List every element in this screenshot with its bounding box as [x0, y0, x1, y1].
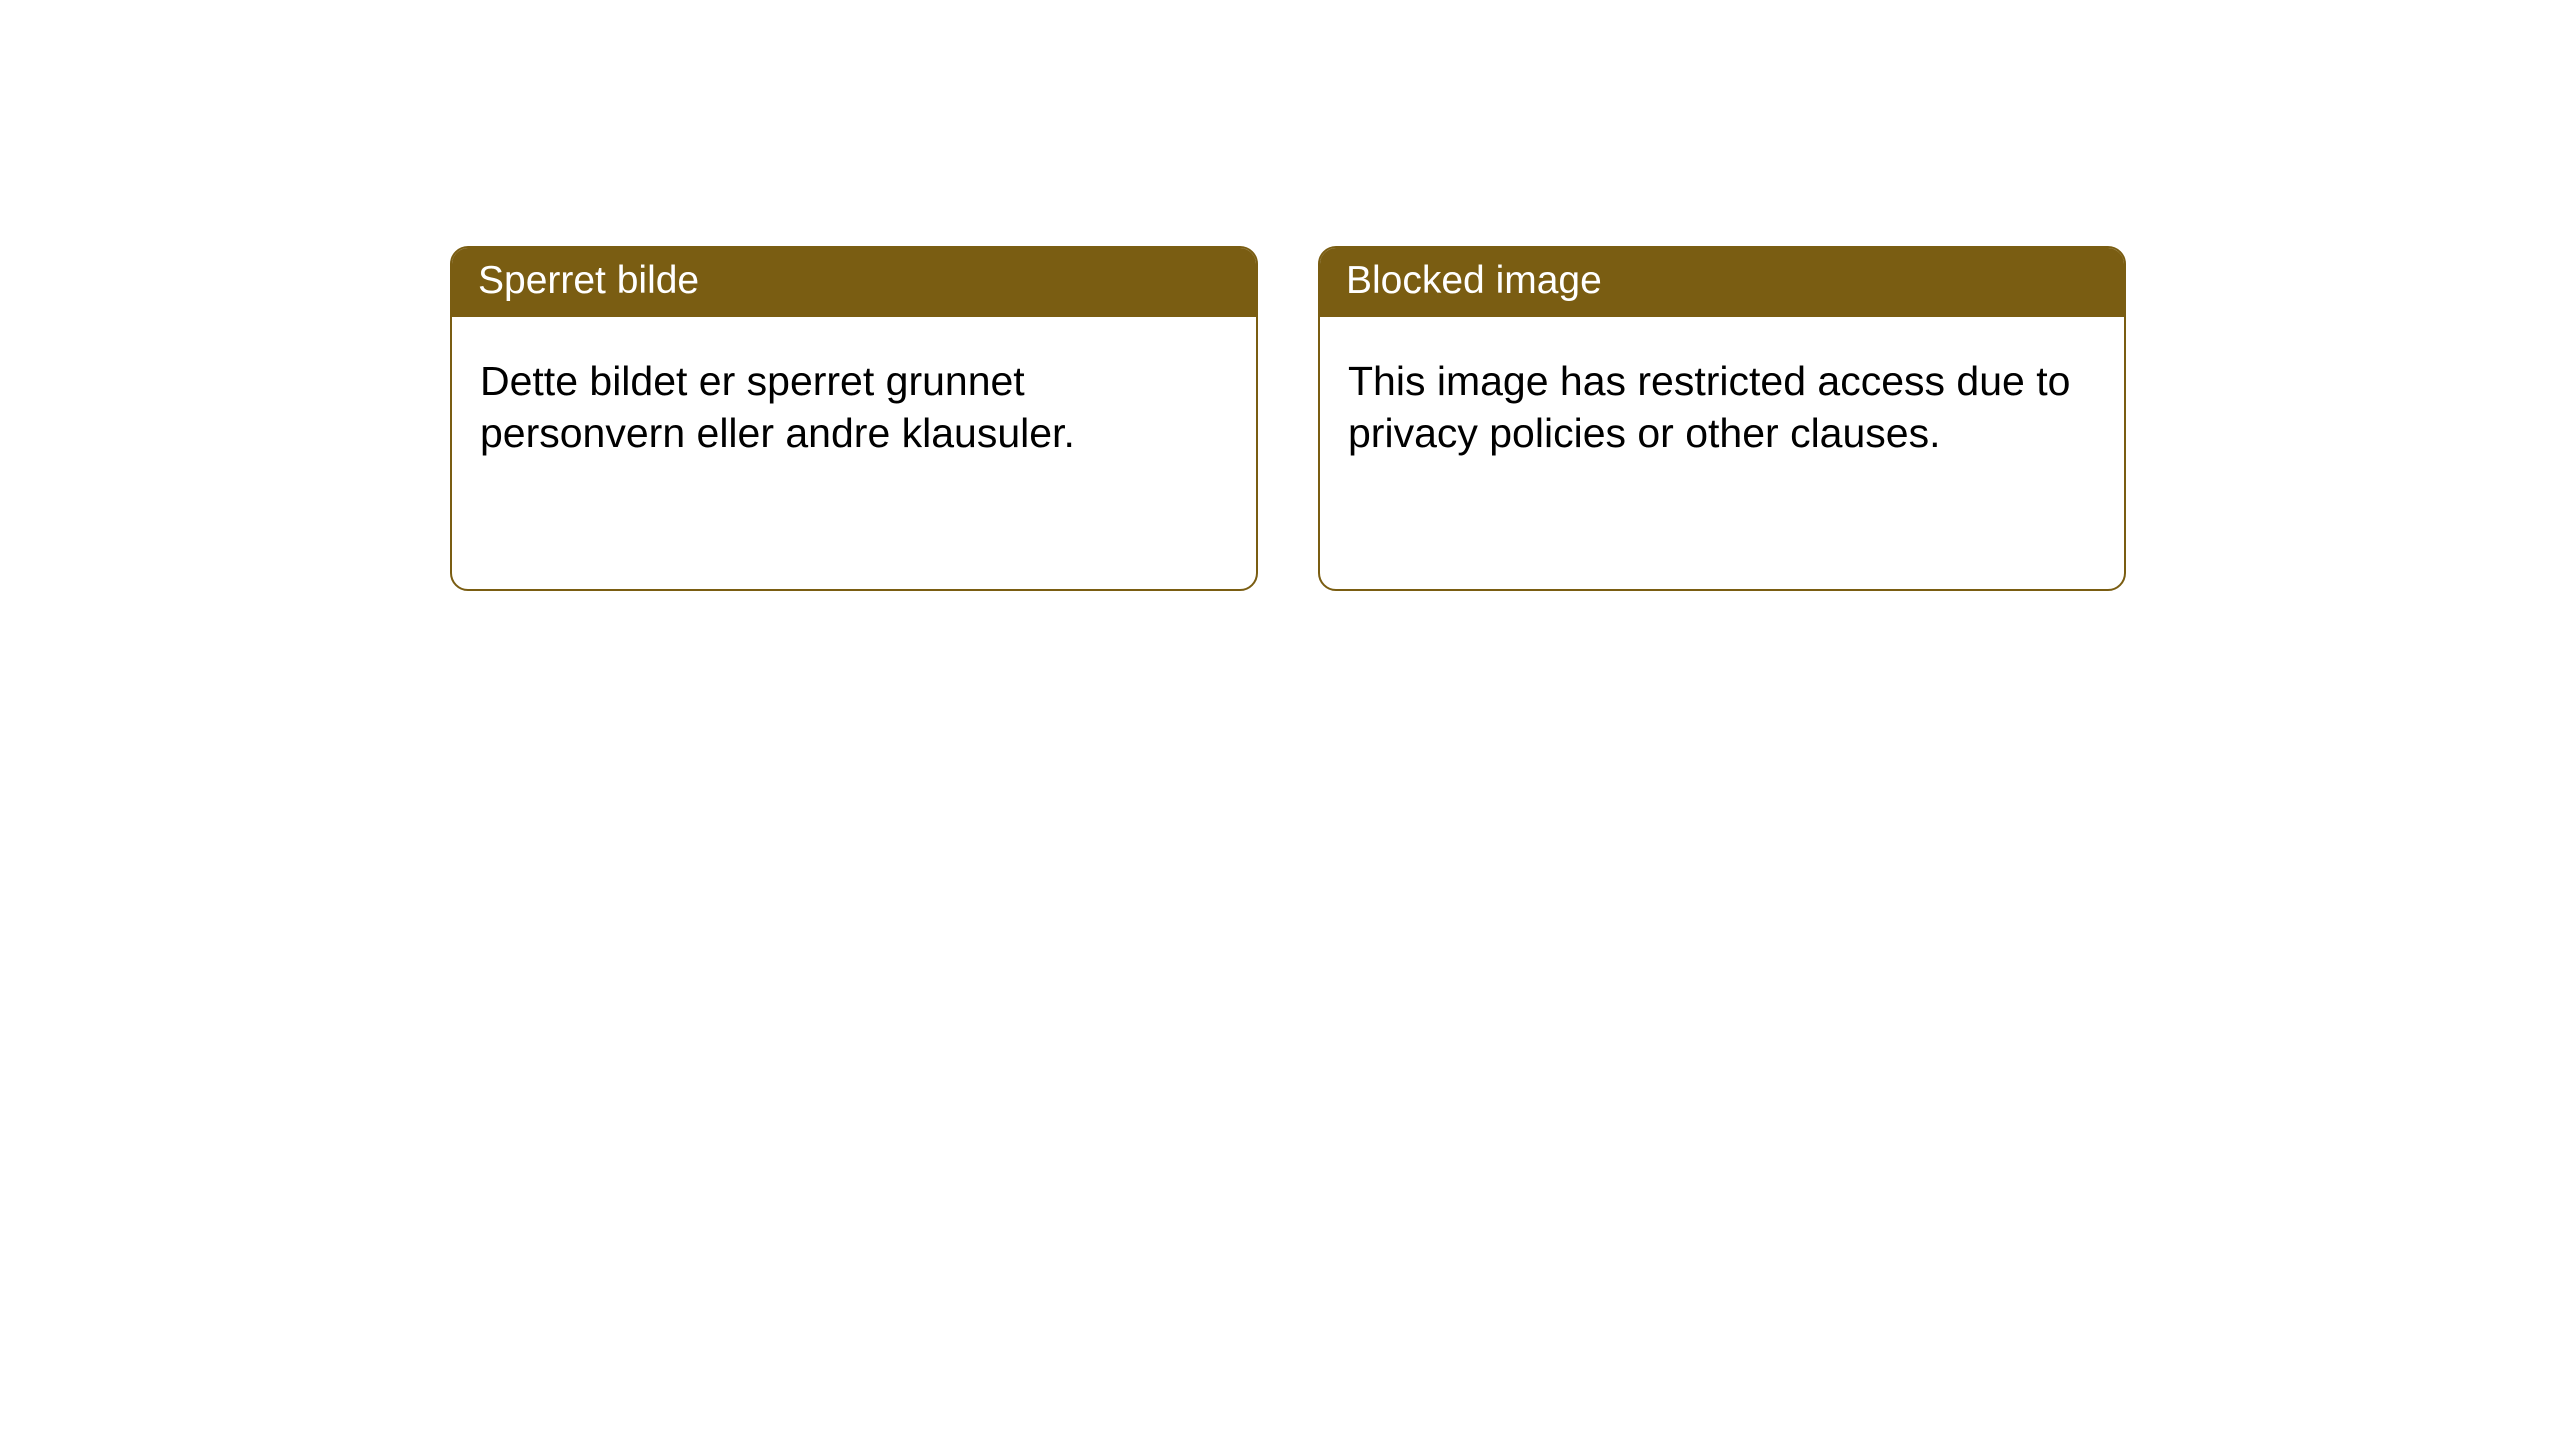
card-title: Sperret bilde — [452, 248, 1256, 317]
notice-card-norwegian: Sperret bilde Dette bildet er sperret gr… — [450, 246, 1258, 591]
notice-card-english: Blocked image This image has restricted … — [1318, 246, 2126, 591]
notice-cards-row: Sperret bilde Dette bildet er sperret gr… — [0, 0, 2560, 591]
card-body-text: This image has restricted access due to … — [1320, 317, 2124, 589]
card-title: Blocked image — [1320, 248, 2124, 317]
card-body-text: Dette bildet er sperret grunnet personve… — [452, 317, 1256, 589]
